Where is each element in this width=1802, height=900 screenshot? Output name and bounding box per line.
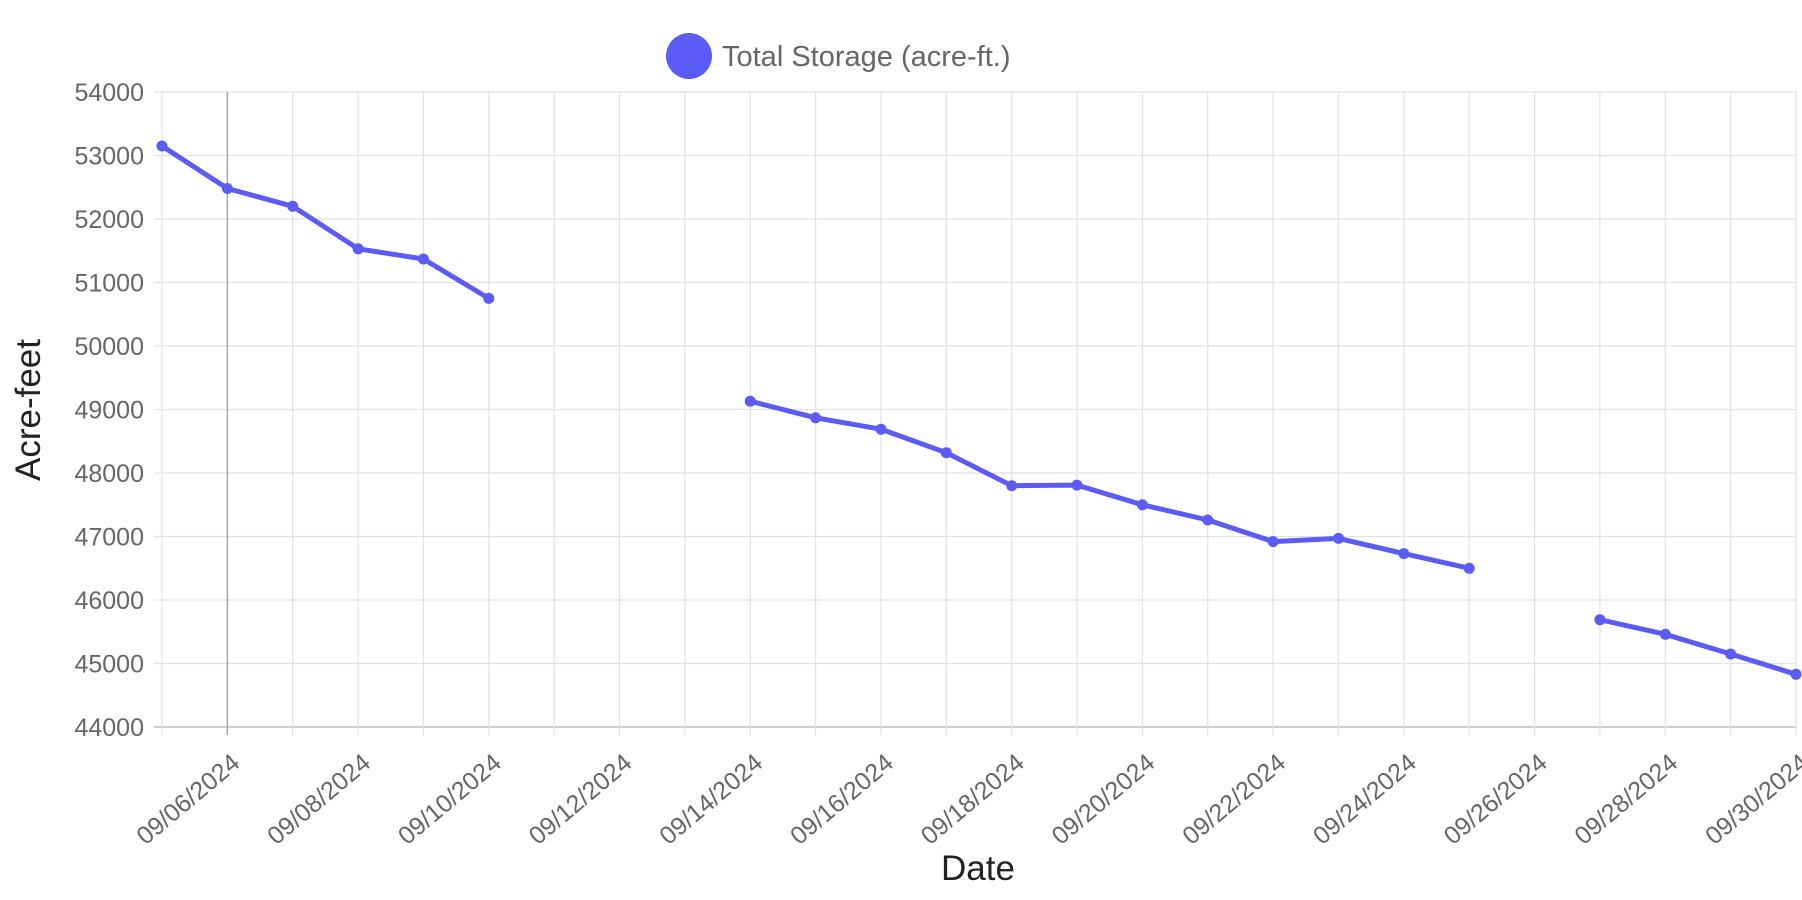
- x-tick-label: 09/26/2024: [1439, 748, 1553, 850]
- data-point[interactable]: [1790, 668, 1802, 680]
- legend[interactable]: Total Storage (acre-ft.): [666, 33, 1011, 79]
- x-tick-label: 09/16/2024: [785, 748, 899, 850]
- data-point[interactable]: [1071, 479, 1083, 491]
- y-tick-label: 54000: [74, 79, 144, 107]
- data-point[interactable]: [940, 447, 952, 459]
- y-tick-label: 48000: [74, 460, 144, 488]
- data-point[interactable]: [483, 292, 495, 304]
- data-point[interactable]: [1267, 536, 1279, 548]
- data-point[interactable]: [744, 395, 756, 407]
- x-tick-label: 09/06/2024: [131, 748, 245, 850]
- x-tick-label: 09/10/2024: [393, 748, 507, 850]
- x-tick-label: 09/12/2024: [524, 748, 638, 850]
- series-layer: [156, 140, 1802, 680]
- data-point[interactable]: [810, 412, 822, 424]
- x-tick-label: 09/30/2024: [1700, 748, 1802, 850]
- y-tick-label: 44000: [74, 714, 144, 742]
- legend-swatch[interactable]: [666, 33, 712, 79]
- x-tick-label: 09/20/2024: [1046, 748, 1160, 850]
- data-point[interactable]: [1202, 514, 1214, 526]
- y-tick-label: 49000: [74, 397, 144, 425]
- y-tick-label: 53000: [74, 143, 144, 171]
- x-tick-label: 09/18/2024: [916, 748, 1030, 850]
- y-tick-label: 47000: [74, 524, 144, 552]
- y-tick-label: 52000: [74, 206, 144, 234]
- y-tick-label: 46000: [74, 587, 144, 615]
- data-point[interactable]: [1333, 532, 1344, 544]
- y-tick-label: 45000: [74, 651, 144, 679]
- y-axis-title: Acre-feet: [9, 339, 48, 481]
- grid: [154, 91, 1797, 735]
- data-point[interactable]: [1594, 614, 1606, 626]
- data-point[interactable]: [1659, 628, 1671, 640]
- data-point[interactable]: [287, 200, 299, 212]
- axes: 44000 45000 46000 47000 48000 49000 50000 51000…: [74, 79, 1802, 850]
- data-point[interactable]: [221, 183, 233, 194]
- x-axis-title: Date: [941, 849, 1015, 888]
- series-line-segment: [747, 398, 1472, 571]
- x-tick-label: 09/22/2024: [1177, 748, 1291, 850]
- x-tick-label: 09/14/2024: [654, 748, 768, 850]
- data-point[interactable]: [1006, 480, 1018, 492]
- x-tick-label: 09/28/2024: [1569, 748, 1683, 850]
- data-point[interactable]: [352, 243, 364, 255]
- x-tick-label: 09/24/2024: [1308, 748, 1422, 850]
- data-point[interactable]: [1398, 548, 1410, 560]
- data-point[interactable]: [1463, 562, 1475, 574]
- y-tick-label: 51000: [74, 270, 144, 298]
- data-point[interactable]: [417, 253, 429, 265]
- y-tick-label: 50000: [74, 333, 144, 361]
- data-point[interactable]: [1136, 499, 1148, 511]
- data-point[interactable]: [1725, 648, 1737, 660]
- legend-label[interactable]: Total Storage (acre-ft.): [722, 41, 1011, 73]
- x-tick-label: 09/08/2024: [262, 748, 376, 850]
- series-line-segment: [159, 143, 492, 301]
- data-point[interactable]: [875, 423, 887, 435]
- series-line-segment: [1597, 617, 1799, 677]
- data-point[interactable]: [156, 140, 168, 152]
